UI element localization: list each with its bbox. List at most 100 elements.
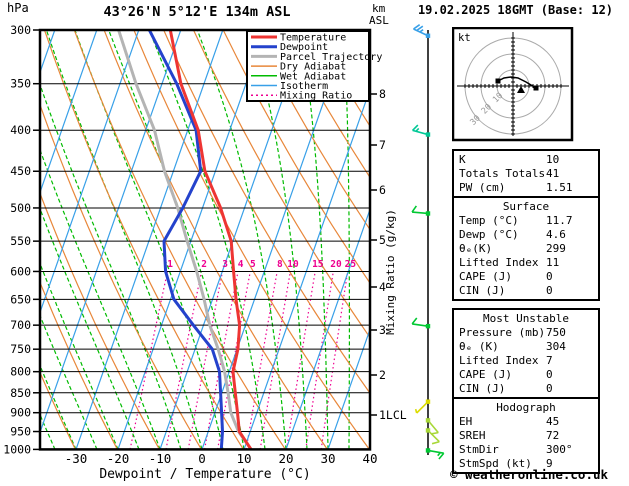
- table-row-value: 0: [546, 270, 553, 283]
- svg-text:300: 300: [10, 23, 31, 37]
- svg-text:15: 15: [312, 259, 324, 270]
- wind-barb: [425, 448, 445, 460]
- svg-text:800: 800: [10, 365, 31, 379]
- parcel-trajectory-curve: [117, 30, 253, 450]
- svg-text:20: 20: [330, 259, 342, 270]
- table-section: Hodograph EH 45 SREH 72 StmDir 300° StmSpd (kt)…: [452, 397, 600, 474]
- table-row: StmSpd (kt) 9: [454, 457, 598, 471]
- svg-text:km: km: [372, 2, 386, 15]
- svg-text:4: 4: [379, 280, 386, 294]
- table-row-label: Lifted Index: [459, 256, 539, 269]
- table-row: θₑ (K) 304: [454, 340, 598, 354]
- svg-text:900: 900: [10, 406, 31, 420]
- table-row-label: StmDir: [459, 443, 499, 456]
- table-row-label: Temp (°C): [459, 214, 519, 227]
- table-row: SREH 72: [454, 429, 598, 443]
- table-row: Lifted Index 11: [454, 256, 598, 270]
- table-row: Lifted Index 7: [454, 354, 598, 368]
- svg-text:3: 3: [379, 323, 386, 337]
- table-row-label: θₑ(K): [459, 242, 493, 255]
- svg-text:Dry Adiabat: Dry Adiabat: [280, 62, 346, 73]
- svg-text:5: 5: [250, 259, 256, 270]
- svg-text:10: 10: [287, 259, 299, 270]
- table-section-header: Most Unstable: [482, 312, 570, 325]
- table-row: Totals Totals 41: [454, 167, 598, 181]
- svg-text:2: 2: [201, 259, 207, 270]
- svg-text:8: 8: [277, 259, 283, 270]
- table-row: CIN (J) 0: [454, 284, 598, 298]
- table-row: Dewp (°C) 4.6: [454, 228, 598, 242]
- temperature-curve: [168, 30, 253, 450]
- footer-credit: © weatheronline.co.uk: [450, 467, 609, 482]
- svg-text:20: 20: [278, 451, 293, 466]
- svg-text:2: 2: [379, 368, 386, 382]
- table-row-label: CAPE (J): [459, 270, 512, 283]
- table-row-value: 299: [546, 242, 566, 255]
- table-row-label: θₑ (K): [459, 340, 499, 353]
- svg-text:350: 350: [10, 77, 31, 91]
- pressure-unit-label: hPa: [7, 1, 29, 15]
- hodo-trace: [497, 76, 537, 89]
- svg-text:750: 750: [10, 342, 31, 356]
- table-row-label: Lifted Index: [459, 354, 539, 367]
- table-section: Most Unstable Pressure (mb) 750 θₑ (K) 304 Li…: [452, 308, 600, 399]
- table-section: K 10 Totals Totals 41 PW (cm) 1.51: [452, 149, 600, 198]
- table-row: StmDir 300°: [454, 443, 598, 457]
- table-row: Pressure (mb) 750: [454, 326, 598, 340]
- table-row-value: 0: [546, 382, 553, 395]
- table-row-label: CIN (J): [459, 382, 506, 395]
- svg-text:6: 6: [379, 183, 386, 197]
- svg-text:850: 850: [10, 386, 31, 400]
- table-row-value: 1.51: [546, 181, 573, 194]
- table-row-label: CIN (J): [459, 284, 506, 297]
- wind-barb: [411, 124, 431, 137]
- mixing-ratio-labels: 1 2 3 4 5 8 10 15 20 25: [167, 259, 356, 270]
- mixing-ratio-axis-label: Mixing Ratio (g/kg): [384, 209, 397, 335]
- svg-text:500: 500: [10, 201, 31, 215]
- svg-text:550: 550: [10, 234, 31, 248]
- table-row-value: 11: [546, 256, 560, 269]
- svg-text:Dewpoint: Dewpoint: [280, 42, 328, 53]
- svg-text:Parcel Trajectory: Parcel Trajectory: [280, 52, 382, 63]
- table-row: CAPE (J) 0: [454, 368, 598, 382]
- table-row-value: 7: [546, 354, 553, 367]
- table-row-value: 4.6: [546, 228, 566, 241]
- indices-table: K 10 Totals Totals 41 PW (cm) 1.51 Surface Temp…: [452, 149, 600, 474]
- table-row-label: Pressure (mb): [459, 326, 546, 339]
- table-row-value: 304: [546, 340, 566, 353]
- storm-motion-marker: [517, 86, 525, 93]
- svg-text:600: 600: [10, 264, 31, 278]
- table-row-label: Totals Totals: [459, 167, 546, 180]
- table-row-label: K: [459, 153, 466, 166]
- table-row-value: 0: [546, 284, 553, 297]
- wind-barb: [414, 399, 431, 414]
- svg-text:700: 700: [10, 318, 31, 332]
- wind-barb: [413, 24, 431, 38]
- table-row-value: 41: [546, 167, 560, 180]
- svg-text:400: 400: [10, 123, 31, 137]
- svg-text:10: 10: [236, 451, 251, 466]
- table-row: CIN (J) 0: [454, 382, 598, 396]
- table-row-value: 72: [546, 429, 560, 442]
- chart-title: 43°26'N 5°12'E 134m ASL: [104, 4, 291, 20]
- svg-text:4: 4: [238, 259, 244, 270]
- svg-text:1: 1: [167, 259, 173, 270]
- table-row-label: CAPE (J): [459, 368, 512, 381]
- hodo-unit-label: kt: [458, 32, 471, 44]
- x-axis-label: Dewpoint / Temperature (°C): [99, 467, 310, 482]
- svg-text:-10: -10: [149, 451, 172, 466]
- table-row: CAPE (J) 0: [454, 270, 598, 284]
- table-row-value: 300°: [546, 443, 573, 456]
- svg-text:7: 7: [379, 138, 386, 152]
- svg-text:Isotherm: Isotherm: [280, 81, 328, 92]
- svg-text:-20: -20: [107, 451, 130, 466]
- table-row-value: 750: [546, 326, 566, 339]
- svg-text:Wet Adiabat: Wet Adiabat: [280, 71, 346, 82]
- dewpoint-curve: [147, 30, 224, 450]
- svg-text:30: 30: [320, 451, 335, 466]
- svg-text:1000: 1000: [3, 442, 31, 456]
